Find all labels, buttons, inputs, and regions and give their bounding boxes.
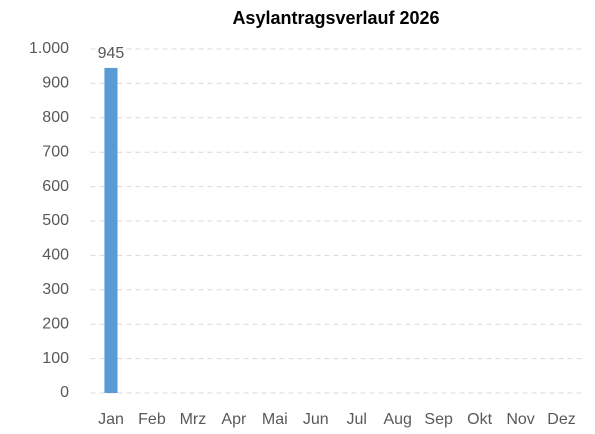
y-tick-label: 900: [42, 75, 69, 92]
bar: [104, 67, 118, 394]
x-tick-label: Mrz: [180, 411, 207, 428]
x-tick-label: Dez: [547, 411, 575, 428]
y-tick-label: 500: [42, 212, 69, 229]
x-tick-label: Jan: [98, 411, 124, 428]
x-tick-label: Aug: [383, 411, 411, 428]
y-tick-label: 700: [42, 143, 69, 160]
data-label: 945: [98, 45, 125, 62]
y-tick-label: 600: [42, 178, 69, 195]
y-tick-label: 200: [42, 315, 69, 332]
y-tick-label: 400: [42, 247, 69, 264]
x-tick-label: Mai: [262, 411, 288, 428]
x-tick-label: Jun: [303, 411, 329, 428]
x-tick-label: Sep: [424, 411, 453, 428]
x-tick-label: Nov: [506, 411, 534, 428]
y-tick-label: 1.000: [29, 40, 69, 57]
x-tick-label: Apr: [221, 411, 247, 428]
x-tick-label: Jul: [347, 411, 367, 428]
y-tick-label: 0: [60, 384, 69, 401]
x-tick-label: Feb: [138, 411, 166, 428]
x-tick-label: Okt: [467, 411, 492, 428]
y-tick-label: 800: [42, 109, 69, 126]
y-tick-label: 300: [42, 281, 69, 298]
chart-title: Asylantragsverlauf 2026: [232, 8, 439, 28]
y-tick-label: 100: [42, 350, 69, 367]
